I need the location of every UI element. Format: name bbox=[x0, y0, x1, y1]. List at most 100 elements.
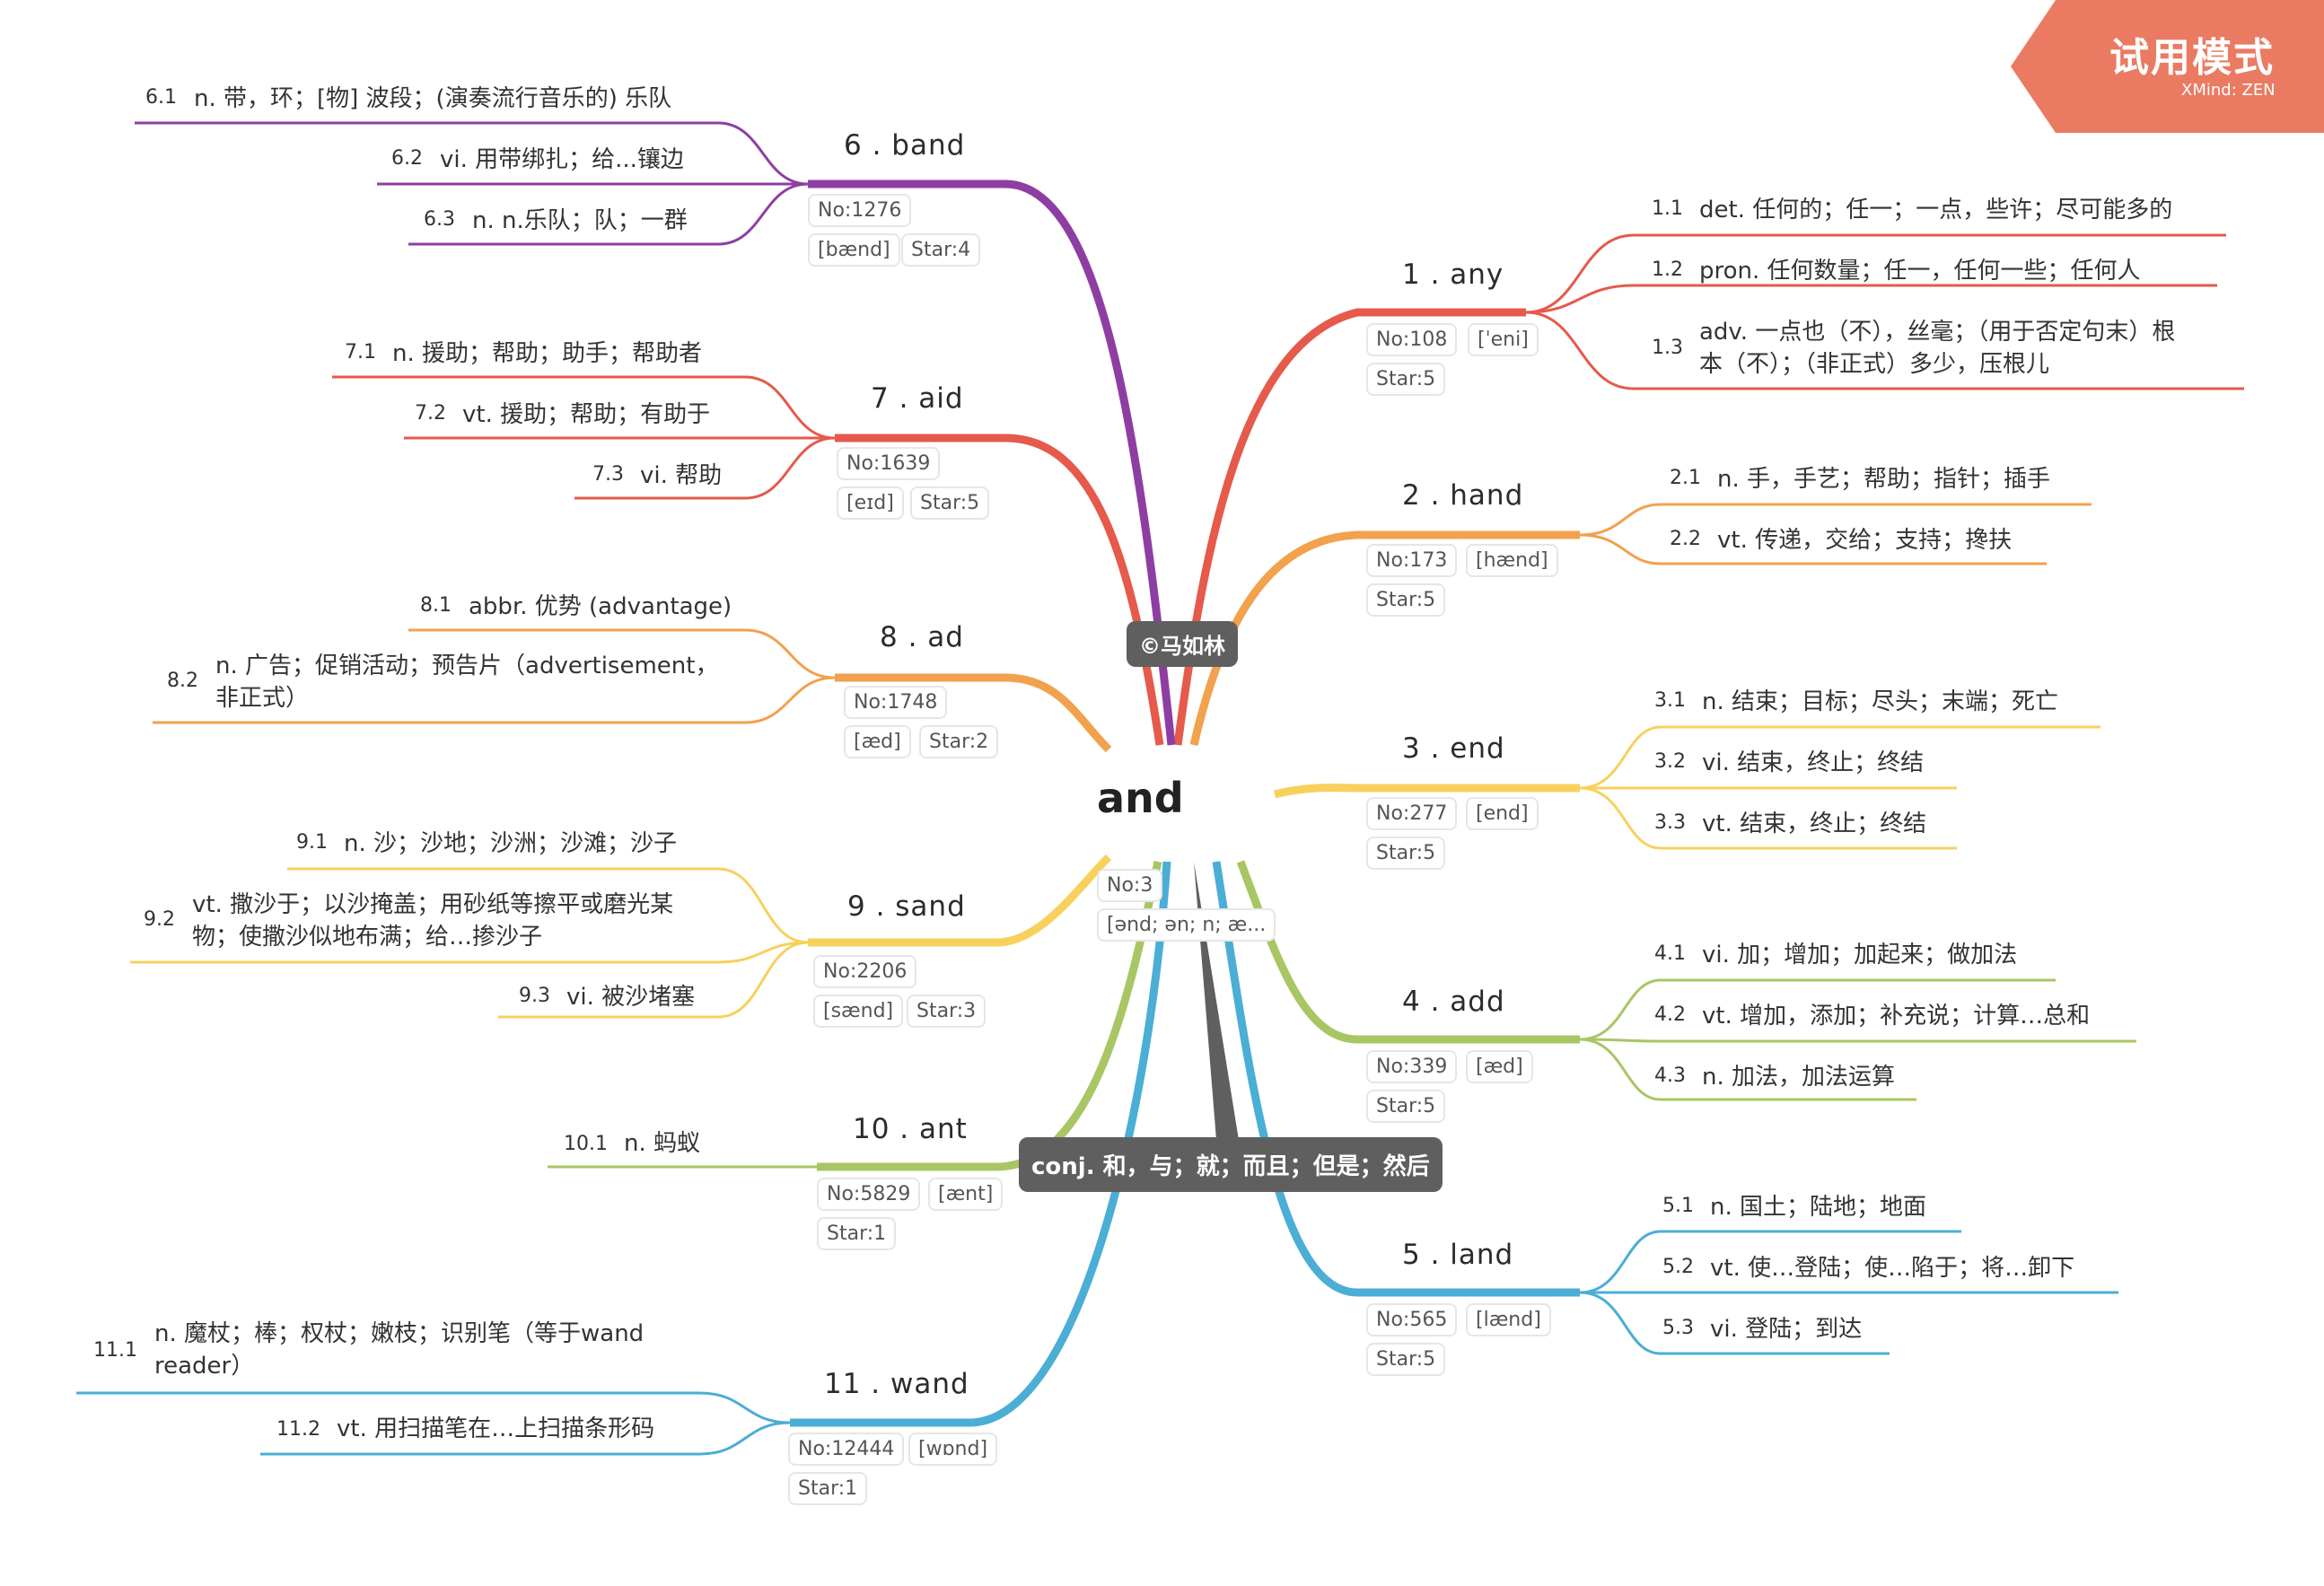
def-text: abbr. 优势 (advantage) bbox=[469, 593, 732, 620]
branch-star-tag: Star:1 bbox=[788, 1472, 868, 1505]
def-text: vt. 使…登陆；使…陷于；将…卸下 bbox=[1710, 1255, 2075, 1282]
trunk-add bbox=[1236, 860, 1580, 1044]
def-number: 9.2 bbox=[144, 908, 175, 931]
def-text: n. 蚂蚁 bbox=[624, 1130, 701, 1157]
branch-phonetic-tag: [wɒnd] bbox=[908, 1433, 998, 1466]
branch-phonetic-tag: [æd] bbox=[1466, 1050, 1533, 1083]
def-number: 6.1 bbox=[145, 86, 177, 109]
def-number: 2.1 bbox=[1670, 467, 1701, 489]
branch-no-tag: No:108 bbox=[1366, 323, 1458, 356]
def-text-line2: 本（不）；（非正式）多少，压根儿 bbox=[1699, 351, 2050, 378]
branch-no-tag: No:1276 bbox=[808, 194, 912, 227]
central-topic[interactable]: and bbox=[1097, 774, 1184, 822]
def-text: n. 沙；沙地；沙洲；沙滩；沙子 bbox=[344, 830, 678, 857]
def-number: 5.3 bbox=[1662, 1317, 1694, 1339]
def-text-line2: 物；使撒沙似地布满；给…掺沙子 bbox=[192, 924, 543, 951]
trunk-band bbox=[808, 180, 1176, 746]
def-number: 8.2 bbox=[167, 670, 198, 692]
branch-no-tag: No:2206 bbox=[813, 955, 917, 988]
def-text: n. 带，环；[物] 波段；(演奏流行音乐的) 乐队 bbox=[194, 85, 672, 112]
branch-title[interactable]: 1 . any bbox=[1402, 258, 1504, 291]
def-number: 11.2 bbox=[276, 1418, 320, 1441]
center-no-tag: No:3 bbox=[1097, 869, 1163, 902]
branch-star-tag: Star:2 bbox=[919, 725, 999, 758]
def-number: 10.1 bbox=[564, 1133, 608, 1155]
branch-star-tag: Star:4 bbox=[901, 233, 981, 267]
branch-title[interactable]: 2 . hand bbox=[1402, 479, 1524, 512]
branch-title[interactable]: 7 . aid bbox=[871, 382, 964, 415]
def-text: n. 国土；陆地；地面 bbox=[1710, 1194, 1927, 1221]
def-text: n. 结束；目标；尽头；末端；死亡 bbox=[1702, 688, 2059, 715]
def-text: vt. 撒沙于；以沙掩盖；用砂纸等擦平或磨光某 bbox=[192, 891, 674, 918]
branch-phonetic-tag: [end] bbox=[1466, 797, 1539, 830]
center-phonetic-tag: [ənd; ən; n; æ... bbox=[1097, 908, 1276, 942]
branch-no-tag: No:1748 bbox=[844, 686, 948, 719]
trial-badge-shape bbox=[2011, 0, 2324, 133]
def-text: vi. 帮助 bbox=[640, 462, 723, 489]
branch-phonetic-tag: [ænt] bbox=[928, 1178, 1004, 1211]
def-text: det. 任何的；任一；一点，些许；尽可能多的 bbox=[1699, 197, 2173, 223]
branch-title[interactable]: 9 . sand bbox=[847, 890, 966, 923]
def-number: 9.1 bbox=[296, 831, 328, 854]
branch-phonetic-tag: [ˈeni] bbox=[1468, 323, 1539, 356]
def-number: 6.2 bbox=[391, 147, 423, 170]
def-number: 1.1 bbox=[1652, 197, 1683, 220]
def-number: 7.2 bbox=[415, 402, 446, 425]
def-text: n. 广告；促销活动；预告片（advertisement， bbox=[215, 653, 719, 679]
def-text: adv. 一点也（不），丝毫；（用于否定句末）根 bbox=[1699, 319, 2176, 346]
def-number: 3.2 bbox=[1654, 750, 1686, 773]
trunk-aid bbox=[835, 434, 1164, 746]
def-text: vt. 援助；帮助；有助于 bbox=[462, 401, 711, 428]
trunk-sand bbox=[808, 854, 1112, 947]
branch-phonetic-tag: [lænd] bbox=[1466, 1303, 1551, 1336]
trunk-wand bbox=[790, 861, 1171, 1427]
branch-title[interactable]: 10 . ant bbox=[853, 1113, 968, 1145]
trunk-end bbox=[1273, 784, 1580, 799]
branch-no-tag: No:565 bbox=[1366, 1303, 1458, 1336]
def-number: 7.3 bbox=[592, 463, 624, 486]
def-number: 4.3 bbox=[1654, 1065, 1686, 1087]
branch-phonetic-tag: [bænd] bbox=[808, 233, 900, 267]
branch-star-tag: Star:5 bbox=[1366, 1090, 1446, 1123]
branch-star-tag: Star:1 bbox=[817, 1217, 897, 1250]
branch-title[interactable]: 11 . wand bbox=[824, 1368, 969, 1400]
def-text: vt. 结束，终止；终结 bbox=[1702, 811, 1927, 837]
branch-star-tag: Star:5 bbox=[1366, 1343, 1446, 1376]
branch-title[interactable]: 8 . ad bbox=[880, 621, 964, 653]
branch-title[interactable]: 5 . land bbox=[1402, 1239, 1514, 1271]
def-text: vi. 结束，终止；终结 bbox=[1702, 749, 1925, 776]
def-text-line2: reader） bbox=[154, 1353, 255, 1380]
def-text: vt. 传递，交给；支持；搀扶 bbox=[1717, 527, 2013, 554]
branch-star-tag: Star:5 bbox=[1366, 583, 1446, 617]
def-number: 4.2 bbox=[1654, 1003, 1686, 1026]
def-text: vt. 增加，添加；补充说；计算…总和 bbox=[1702, 1003, 2091, 1030]
branch-no-tag: No:173 bbox=[1366, 544, 1458, 577]
def-text-line2: 非正式） bbox=[215, 685, 310, 712]
branch-title[interactable]: 3 . end bbox=[1402, 732, 1505, 765]
def-text: vi. 用带绑扎；给...镶边 bbox=[440, 146, 684, 173]
branch-phonetic-tag: [sænd] bbox=[813, 995, 904, 1028]
branch-star-tag: Star:5 bbox=[910, 486, 990, 520]
trunk-ad bbox=[835, 673, 1112, 753]
center-definition-label: conj. 和，与；就；而且；但是；然后 bbox=[1019, 1137, 1443, 1192]
branch-star-tag: Star:3 bbox=[907, 995, 987, 1028]
def-text: n. 加法，加法运算 bbox=[1702, 1064, 1896, 1091]
def-number: 1.2 bbox=[1652, 258, 1683, 281]
branch-no-tag: No:339 bbox=[1366, 1050, 1458, 1083]
trunk-definition bbox=[1194, 862, 1239, 1140]
branch-star-tag: Star:5 bbox=[1366, 837, 1446, 870]
branch-title[interactable]: 6 . band bbox=[844, 129, 966, 162]
def-number: 9.3 bbox=[519, 985, 550, 1007]
def-text: pron. 任何数量；任一，任何一些；任何人 bbox=[1699, 258, 2141, 285]
def-text: vi. 被沙堵塞 bbox=[566, 984, 696, 1011]
trunk-hand bbox=[1189, 530, 1580, 747]
branch-no-tag: No:12444 bbox=[788, 1433, 905, 1466]
branch-phonetic-tag: [eɪd] bbox=[837, 486, 904, 520]
def-text: vi. 登陆；到达 bbox=[1710, 1316, 1863, 1343]
trial-mode-label: 试用模式 bbox=[2109, 35, 2275, 81]
branch-title[interactable]: 4 . add bbox=[1402, 986, 1505, 1018]
trial-brand-label: XMind: ZEN bbox=[2181, 81, 2276, 100]
branch-star-tag: Star:5 bbox=[1366, 363, 1446, 396]
